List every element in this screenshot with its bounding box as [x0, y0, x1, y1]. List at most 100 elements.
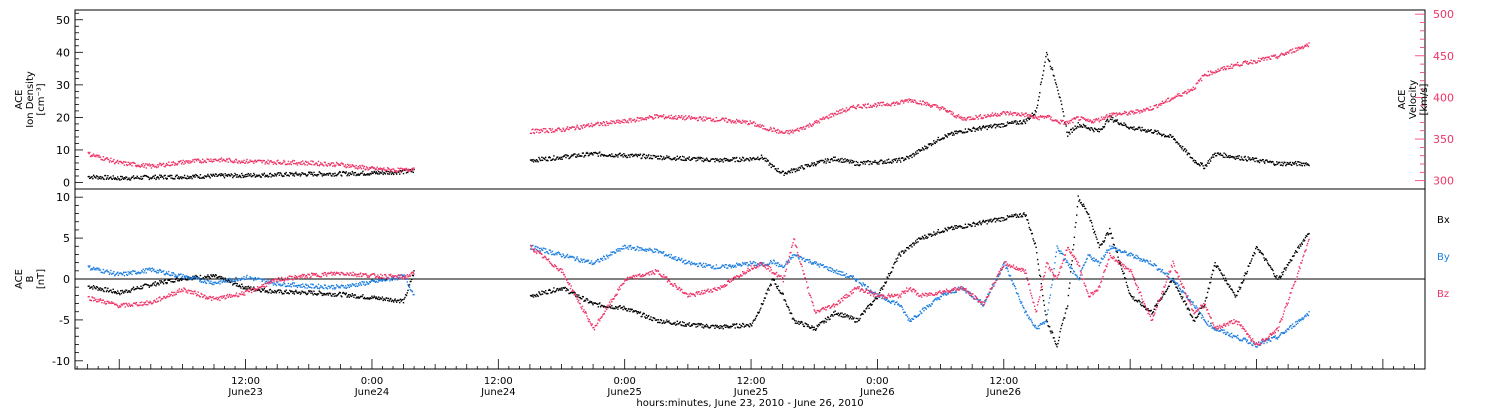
data-point	[921, 150, 922, 151]
data-point	[674, 116, 675, 117]
data-point	[246, 277, 247, 278]
y-axis-label: Ion Density	[25, 71, 36, 128]
right-y-tick-label: 300	[1433, 175, 1454, 188]
data-point	[282, 162, 283, 163]
data-point	[923, 104, 924, 105]
data-point	[148, 285, 149, 286]
data-point	[789, 309, 790, 310]
data-point	[925, 237, 926, 238]
data-point	[1007, 215, 1008, 216]
data-point	[228, 174, 229, 175]
data-point	[590, 153, 591, 154]
data-point	[611, 153, 612, 154]
data-point	[1061, 104, 1062, 105]
data-point	[1112, 114, 1113, 115]
data-point	[753, 158, 754, 159]
data-point	[235, 283, 236, 284]
data-point	[1034, 114, 1035, 115]
data-point	[158, 178, 159, 179]
data-point	[970, 116, 971, 117]
data-point	[273, 284, 274, 285]
data-point	[1195, 160, 1196, 161]
data-point	[164, 279, 165, 280]
data-point	[1172, 136, 1173, 137]
data-point	[955, 227, 956, 228]
data-point	[842, 108, 843, 109]
data-point	[1090, 119, 1091, 120]
data-point	[1269, 265, 1270, 266]
data-point	[811, 327, 812, 328]
data-point	[371, 171, 372, 172]
data-point	[280, 173, 281, 174]
data-point	[683, 156, 684, 157]
data-point	[936, 233, 937, 234]
data-point	[759, 311, 760, 312]
data-point	[771, 167, 772, 168]
data-point	[540, 294, 541, 295]
data-point	[403, 173, 404, 174]
data-point	[800, 323, 801, 324]
data-point	[373, 172, 374, 173]
data-point	[956, 133, 957, 134]
data-point	[1151, 313, 1152, 314]
data-point	[1242, 64, 1243, 65]
data-point	[213, 284, 214, 285]
data-point	[668, 320, 669, 321]
data-point	[380, 167, 381, 168]
data-point	[1239, 287, 1240, 288]
data-point	[286, 172, 287, 173]
data-point	[776, 286, 777, 287]
data-point	[340, 287, 341, 288]
data-point	[1234, 294, 1235, 295]
data-point	[155, 179, 156, 180]
data-point	[771, 128, 772, 129]
data-point	[1016, 217, 1017, 218]
data-point	[1260, 61, 1261, 62]
data-point	[1015, 120, 1016, 121]
data-point	[1241, 156, 1242, 157]
data-point	[243, 288, 244, 289]
data-point	[1224, 68, 1225, 69]
data-point	[194, 279, 195, 280]
data-point	[337, 286, 338, 287]
data-point	[1269, 56, 1270, 57]
data-point	[1284, 162, 1285, 163]
data-point	[707, 159, 708, 160]
data-point	[1193, 160, 1194, 161]
data-point	[125, 178, 126, 179]
data-point	[736, 157, 737, 158]
data-point	[1244, 275, 1245, 276]
data-point	[1025, 123, 1026, 124]
data-point	[698, 157, 699, 158]
data-point	[1270, 267, 1271, 268]
data-point	[1248, 159, 1249, 160]
data-point	[803, 126, 804, 127]
data-point	[714, 161, 715, 162]
data-point	[713, 325, 714, 326]
data-point	[197, 175, 198, 176]
data-point	[817, 122, 818, 123]
data-point	[140, 176, 141, 177]
data-point	[826, 160, 827, 161]
data-point	[297, 164, 298, 165]
data-point	[304, 163, 305, 164]
y-tick-label: -5	[59, 314, 70, 327]
data-point	[859, 164, 860, 165]
data-point	[1024, 121, 1025, 122]
data-point	[128, 164, 129, 165]
data-point	[732, 326, 733, 327]
data-point	[865, 104, 866, 105]
data-point	[355, 165, 356, 166]
data-point	[1038, 100, 1039, 101]
data-point	[784, 299, 785, 300]
data-point	[677, 321, 678, 322]
data-point	[556, 158, 557, 159]
data-point	[133, 287, 134, 288]
data-point	[330, 164, 331, 165]
data-point	[720, 325, 721, 326]
data-point	[209, 176, 210, 177]
data-point	[1151, 129, 1152, 130]
data-point	[701, 326, 702, 327]
y-axis-label: B	[25, 275, 36, 282]
